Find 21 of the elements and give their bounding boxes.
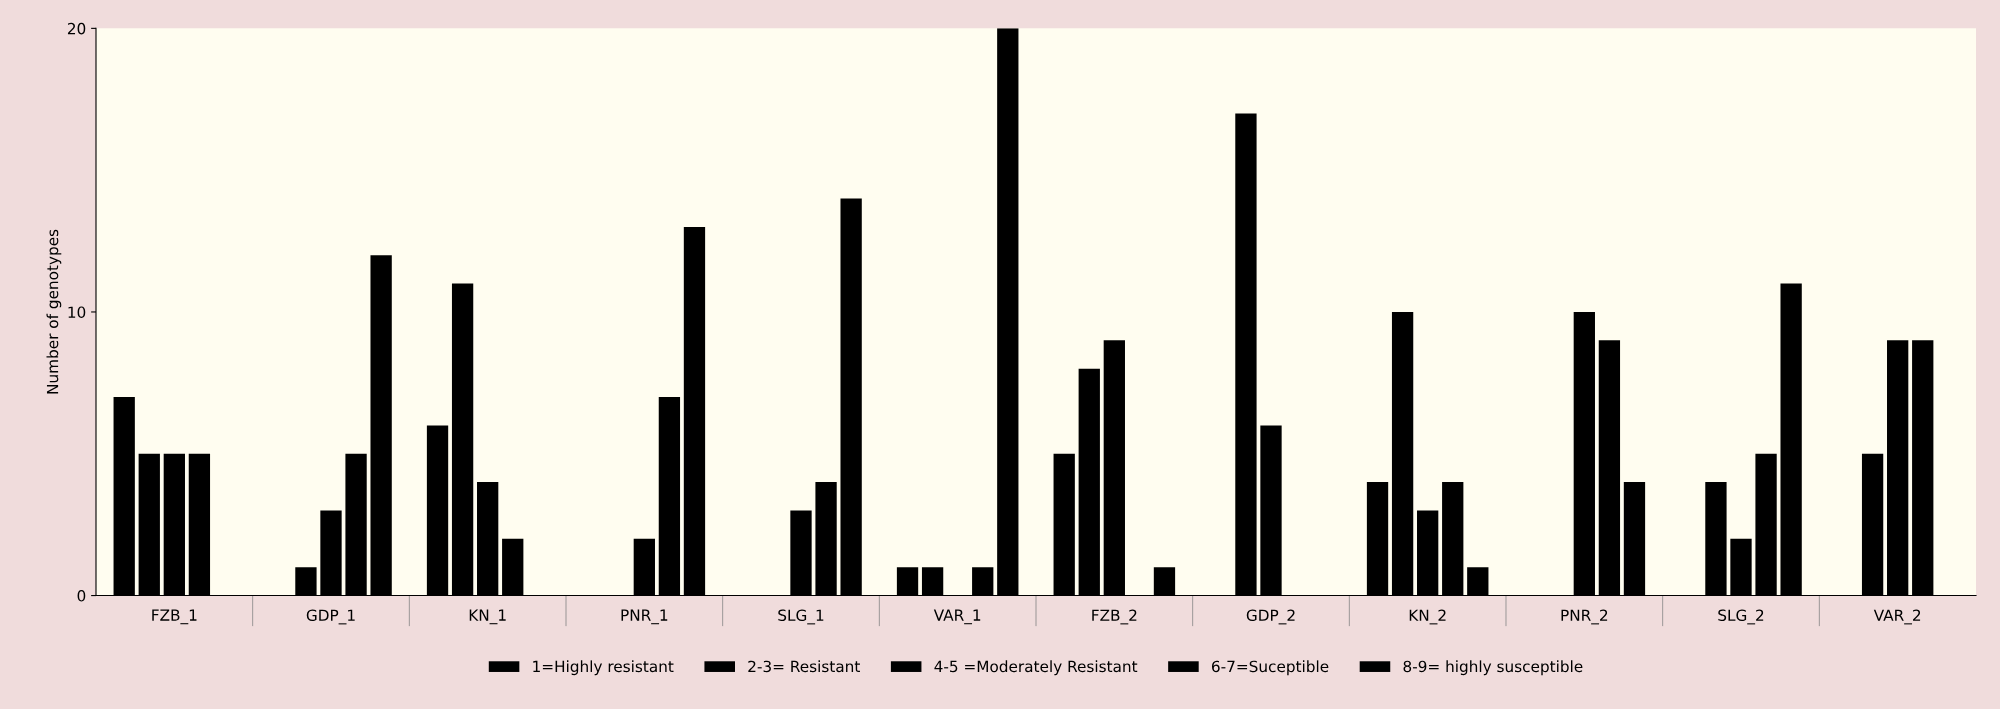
- x-tick-label: FZB_2: [1092, 609, 1137, 625]
- x-tick-label: SLG_2: [1718, 609, 1764, 625]
- y-tick-label: 0: [77, 590, 86, 602]
- legend-label: 2-3= Resistant: [748, 660, 860, 673]
- legend-label: 1=Highly resistant: [533, 660, 674, 676]
- x-tick-label: SLG_1: [778, 609, 824, 625]
- y-tick-label: 10: [68, 306, 86, 318]
- x-tick-label: FZB_1: [152, 609, 197, 625]
- y-axis-title: Number of genotypes: [46, 229, 62, 394]
- legend-label: 4-5 =Moderately Resistant: [934, 660, 1138, 676]
- legend-label: 6-7=Suceptible: [1211, 660, 1329, 676]
- x-tick-label: KN_2: [1409, 609, 1446, 625]
- legend-label: 8-9= highly susceptible: [1403, 660, 1583, 676]
- y-tick-label: 20: [67, 22, 86, 35]
- x-tick-label: VAR_1: [933, 609, 981, 625]
- x-tick-label: PNR_2: [1561, 609, 1608, 625]
- x-tick-label: GDP_1: [306, 609, 355, 625]
- x-tick-label: KN_1: [469, 609, 506, 625]
- x-tick-label: GDP_2: [1246, 609, 1295, 625]
- x-tick-label: VAR_2: [1873, 609, 1921, 625]
- x-tick-label: PNR_1: [621, 609, 668, 625]
